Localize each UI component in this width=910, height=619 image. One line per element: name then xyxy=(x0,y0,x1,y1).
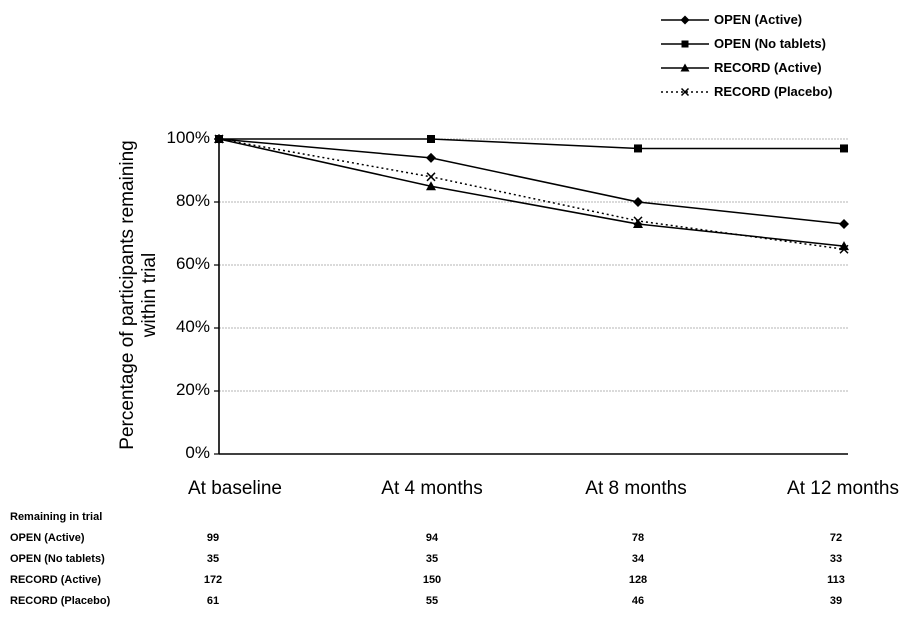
series-record-placebo xyxy=(214,134,849,254)
data-point xyxy=(633,197,643,207)
table-cell: 55 xyxy=(425,595,439,607)
table-cell: 39 xyxy=(829,595,843,607)
table-row: RECORD (Active) 172 150 128 113 xyxy=(10,574,890,594)
series-open-no-tablets xyxy=(215,135,848,153)
legend-label: RECORD (Placebo) xyxy=(714,84,833,99)
y-tick-label: 0% xyxy=(185,443,210,462)
series-line xyxy=(218,138,845,225)
y-tick-label: 100% xyxy=(166,128,210,147)
data-point xyxy=(680,63,690,72)
data-point xyxy=(426,152,436,163)
series-line xyxy=(219,138,844,150)
table-header: Remaining in trial xyxy=(10,511,103,523)
x-tick-label: At 12 months xyxy=(787,478,899,499)
table-cell: 150 xyxy=(422,574,442,586)
legend-item: RECORD (Active) xyxy=(657,58,907,82)
data-point xyxy=(426,172,436,182)
table-cell: 33 xyxy=(829,553,843,565)
table-cell: 113 xyxy=(827,574,845,586)
table-row-label: OPEN (Active) xyxy=(10,532,85,544)
data-point xyxy=(426,181,436,191)
legend-label: RECORD (Active) xyxy=(714,60,822,75)
table-cell: 78 xyxy=(631,532,645,544)
x-tick-label: At baseline xyxy=(187,478,283,499)
table-row-label: RECORD (Placebo) xyxy=(10,595,111,607)
data-point xyxy=(839,241,849,251)
legend-swatch xyxy=(661,40,709,48)
data-point xyxy=(633,219,643,229)
y-tick-label: 20% xyxy=(175,380,210,399)
data-point xyxy=(839,244,849,254)
y-tick-label: 40% xyxy=(175,317,210,336)
legend: OPEN (Active) OPEN (No tablets) RECORD (Ac… xyxy=(657,10,907,106)
data-point xyxy=(680,15,690,25)
data-point xyxy=(680,87,690,97)
table-row: RECORD (Placebo) 61 55 46 39 xyxy=(10,595,890,615)
data-point xyxy=(427,135,435,143)
series-line xyxy=(218,138,845,250)
table-row-label: OPEN (No tablets) xyxy=(10,553,105,565)
table-cell: 46 xyxy=(631,595,645,607)
y-tick-label: 80% xyxy=(175,191,210,210)
table-cell: 61 xyxy=(206,595,220,607)
legend-item: RECORD (Placebo) xyxy=(657,82,907,106)
data-point xyxy=(634,144,642,153)
data-point xyxy=(681,40,689,48)
legend-swatch xyxy=(661,15,709,25)
y-tick-label: 60% xyxy=(175,254,210,273)
legend-label: OPEN (No tablets) xyxy=(714,36,826,51)
table-cell: 34 xyxy=(631,553,645,565)
legend-swatch xyxy=(661,63,709,72)
x-tick-label: At 8 months xyxy=(585,478,687,499)
table-cell: 35 xyxy=(206,553,220,565)
data-point xyxy=(214,134,224,144)
x-tick-label: At 4 months xyxy=(381,478,483,499)
y-axis-label: Percentage of participants remaining wit… xyxy=(117,140,160,450)
table-cell: 35 xyxy=(425,553,439,565)
table-row-label: RECORD (Active) xyxy=(10,574,102,586)
table-cell: 72 xyxy=(829,532,843,544)
data-point xyxy=(633,216,643,226)
table-row: OPEN (Active) 99 94 78 72 xyxy=(10,532,890,552)
legend-swatch xyxy=(661,87,709,97)
legend-item: OPEN (Active) xyxy=(657,10,907,34)
table-cell: 172 xyxy=(203,574,223,586)
data-point xyxy=(840,144,848,153)
series-record-active xyxy=(214,134,849,251)
table-row: OPEN (No tablets) 35 35 34 33 xyxy=(10,553,890,573)
legend-label: OPEN (Active) xyxy=(714,12,803,27)
legend-item: OPEN (No tablets) xyxy=(657,34,907,58)
data-point xyxy=(839,219,849,230)
table-cell: 99 xyxy=(206,532,220,544)
table-cell: 128 xyxy=(628,574,648,586)
table-cell: 94 xyxy=(425,532,439,544)
